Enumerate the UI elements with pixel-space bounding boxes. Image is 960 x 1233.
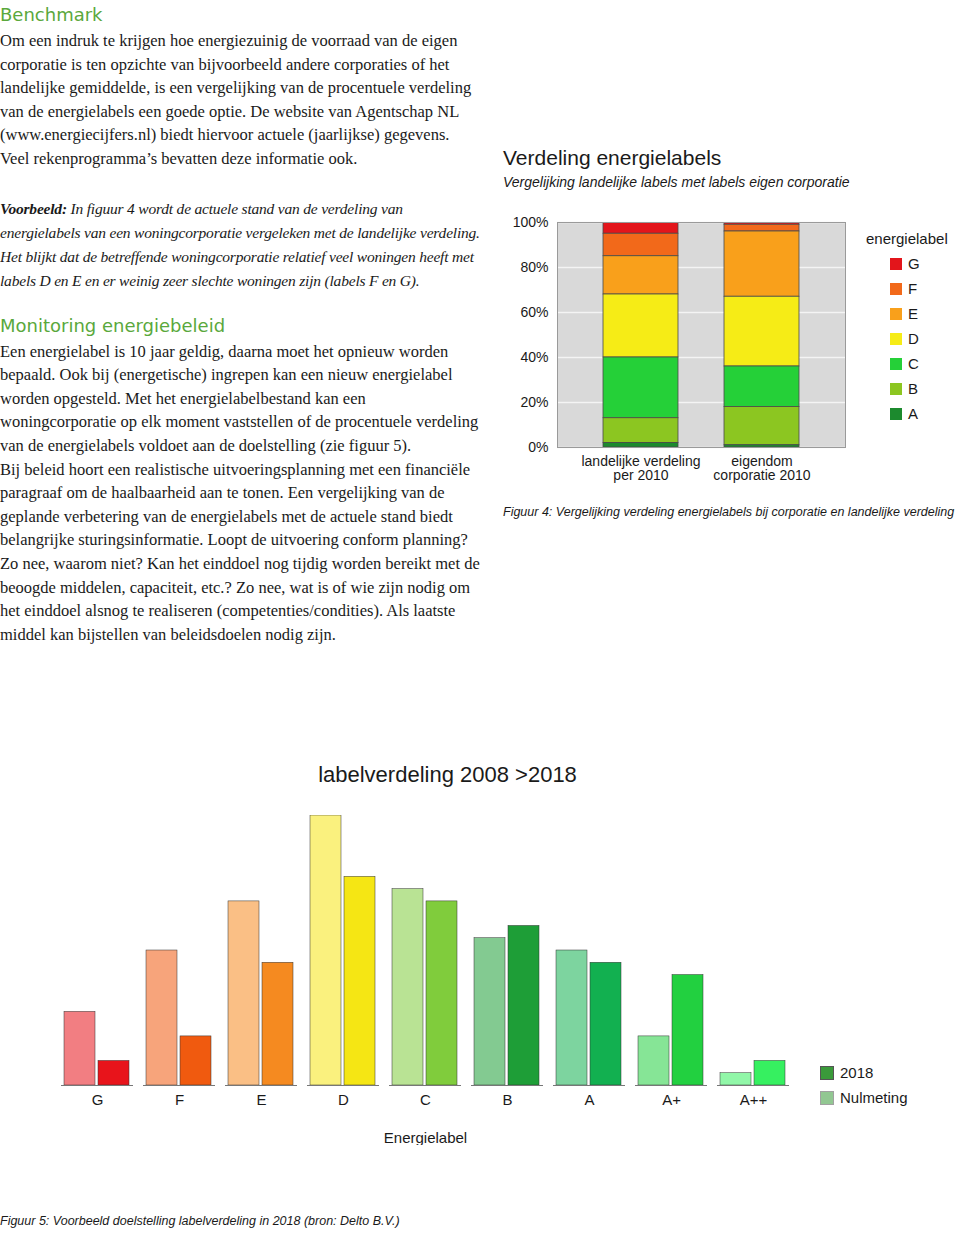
html-text:Benchmark: Benchmark (0, 4, 103, 25)
html-text:Monitoring energiebeleid: Monitoring energiebeleid (0, 314, 226, 336)
html-text:Bij beleid hoort een realistis: Bij beleid hoort een realistische uitvoe… (0, 459, 480, 644)
svg-text:A++: A++ (740, 1091, 768, 1108)
svg-text:A: A (584, 1091, 594, 1108)
html-text:D: D (908, 330, 919, 347)
svg-text:Energielabel: Energielabel (384, 1129, 467, 1146)
svg-text:D: D (338, 1091, 349, 1108)
svg-text:F: F (175, 1091, 184, 1108)
html-text:Nulmeting: Nulmeting (840, 1089, 908, 1106)
html-text:Voorbeeld: In figuur 4 wordt d: Voorbeeld: In figuur 4 wordt de actuele … (0, 199, 480, 289)
svg-text:A+: A+ (662, 1091, 681, 1108)
html-text:E: E (908, 305, 918, 322)
svg-text:40%: 40% (520, 349, 548, 365)
html-text:Figuur 4: Vergelijking verdeli: Figuur 4: Vergelijking verdeling energie… (503, 505, 955, 519)
svg-text:100%: 100% (513, 214, 549, 230)
html-text:labelverdeling 2008 >2018: labelverdeling 2008 >2018 (318, 762, 577, 787)
html-text:Een energielabel is 10 jaar ge: Een energielabel is 10 jaar geldig, daar… (0, 341, 479, 455)
html-text:C: C (908, 355, 919, 372)
svg-text:B: B (502, 1091, 512, 1108)
svg-text:landelijke verdelingper 2010: landelijke verdelingper 2010 (581, 453, 700, 483)
svg-text:E: E (256, 1091, 266, 1108)
html-text:B: B (908, 380, 918, 397)
html-text:Vergelijking landelijke labels: Vergelijking landelijke labels met label… (503, 174, 850, 190)
svg-text:G: G (92, 1091, 104, 1108)
html-text:Verdeling energielabels: Verdeling energielabels (503, 146, 722, 169)
svg-text:20%: 20% (520, 394, 548, 410)
html-text:A: A (908, 405, 918, 422)
html-text:2018: 2018 (840, 1064, 874, 1081)
html-text:Om een indruk te krijgen hoe e: Om een indruk te krijgen hoe energiezuin… (0, 31, 472, 168)
svg-text:eigendomcorporatie 2010: eigendomcorporatie 2010 (713, 453, 811, 483)
html-text:F: F (908, 280, 918, 297)
html-text:Figuur 5: Voorbeeld doelstelli: Figuur 5: Voorbeeld doelstelling labelve… (0, 1214, 400, 1228)
svg-text:C: C (420, 1091, 431, 1108)
svg-text:60%: 60% (520, 304, 548, 320)
svg-text:0%: 0% (528, 439, 548, 455)
svg-text:80%: 80% (520, 259, 548, 275)
html-text:G: G (908, 255, 920, 272)
html-text:energielabel: energielabel (866, 230, 948, 247)
